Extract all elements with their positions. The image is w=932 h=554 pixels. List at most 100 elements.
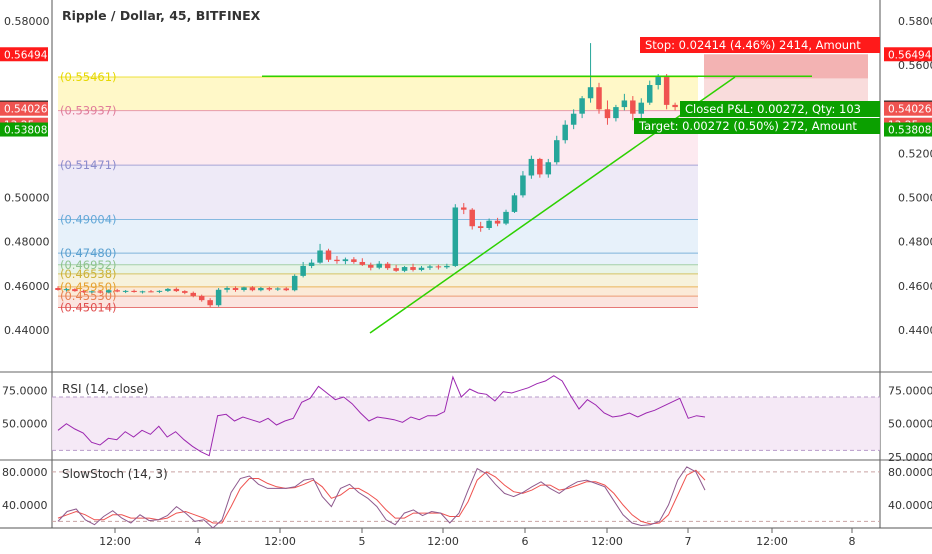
target-label-box[interactable] xyxy=(634,118,880,134)
candle-body xyxy=(351,259,357,262)
fib-level-label: (0.45530) xyxy=(60,289,117,303)
rsi-left-tick: 50.0000 xyxy=(2,418,48,431)
right-price-badge-label: 0.56494 xyxy=(888,49,932,61)
candle-body xyxy=(300,265,306,276)
right-price-badge-label: 0.53808 xyxy=(888,125,931,137)
candle-body xyxy=(156,290,163,292)
fib-level-label: (0.46952) xyxy=(60,258,117,272)
candle-body xyxy=(182,291,188,293)
fib-level-label: (0.49004) xyxy=(60,213,117,227)
candle-body xyxy=(283,288,289,291)
rsi-left-tick: 75.0000 xyxy=(2,384,48,397)
fib-zone xyxy=(58,165,698,220)
stochastic-pane[interactable]: SlowStoch (14, 3) 80.0000 40.0000 80.0000 40… xyxy=(2,466,932,529)
candle-body xyxy=(410,267,416,270)
target-label: Target: 0.00272 (0.50%) 272, Amount xyxy=(638,119,857,133)
left-price-badge xyxy=(0,122,48,137)
candle-body xyxy=(570,113,577,125)
candle-body xyxy=(646,85,653,103)
candle-body xyxy=(520,175,526,196)
candle-body xyxy=(663,76,670,105)
stoch-left-tick: 80.0000 xyxy=(2,466,48,479)
closed-pnl-label: Closed P&L: 0.00272, Qty: 103 xyxy=(685,102,861,116)
right-price-tick: 0.52000 xyxy=(898,147,932,160)
axes-layer: 0.580000.580000.560000.540000.520000.500… xyxy=(4,15,932,548)
candle-body xyxy=(469,209,475,227)
stoch-right-tick: 40.0000 xyxy=(888,499,932,512)
candle-body xyxy=(139,291,146,293)
closed-pnl-label-box[interactable] xyxy=(680,101,880,117)
candle-body xyxy=(672,104,678,108)
right-price-tick: 0.46000 xyxy=(898,280,932,293)
candle-body xyxy=(63,289,70,291)
time-tick-label: 5 xyxy=(359,535,366,548)
candle-body xyxy=(562,124,568,141)
candle-body xyxy=(97,291,104,293)
candle-body xyxy=(55,288,61,290)
time-tick-label: 7 xyxy=(685,535,692,548)
candle-body xyxy=(461,207,467,210)
fib-zone xyxy=(58,273,698,287)
candle-body xyxy=(401,267,408,271)
candle-body xyxy=(266,288,273,290)
stop-label: Stop: 0.02414 (4.46%) 2414, Amount xyxy=(645,38,861,52)
candle-body xyxy=(503,211,509,224)
candle-body xyxy=(165,288,171,291)
stoch-k-line xyxy=(57,466,706,529)
fib-zone xyxy=(58,77,698,111)
rsi-title: RSI (14, close) xyxy=(62,382,148,396)
candle-body xyxy=(131,290,137,292)
fib-zone xyxy=(58,110,698,166)
fib-level-label: (0.47480) xyxy=(60,246,117,260)
left-price-badge-label: 0.53808 xyxy=(4,125,47,137)
candle-body xyxy=(122,290,129,292)
right-price-badge-label: 0.54026 xyxy=(888,104,932,116)
time-tick-label: 12:00 xyxy=(756,535,788,548)
candle-body xyxy=(494,220,501,224)
candle-body xyxy=(596,87,602,110)
candle-body xyxy=(384,263,391,269)
time-tick-label: 4 xyxy=(195,535,202,548)
fib-zone xyxy=(58,296,698,308)
candle-body xyxy=(630,100,636,114)
candle-series xyxy=(55,43,695,308)
rsi-pane[interactable]: RSI (14, close) 75.0000 50.0000 25.0000 75.0… xyxy=(2,375,932,464)
stop-label-box[interactable] xyxy=(640,37,880,53)
rsi-right-tick: 75.0000 xyxy=(888,384,932,397)
right-price-tick: 0.48000 xyxy=(898,236,932,249)
right-price-tick: 0.50000 xyxy=(898,192,932,205)
rsi-band xyxy=(52,397,880,451)
candle-body xyxy=(275,288,281,290)
candle-body xyxy=(334,259,340,262)
rsi-line xyxy=(57,375,706,457)
candle-body xyxy=(638,102,645,114)
right-price-badge xyxy=(884,122,932,137)
candle-body xyxy=(89,291,95,293)
candle-body xyxy=(114,290,120,292)
candle-body xyxy=(393,268,399,271)
candle-body xyxy=(444,265,450,268)
left-price-tick: 0.44000 xyxy=(4,324,50,337)
fibonacci-retracement[interactable]: (0.55461) (0.53937) (0.51471) (0.49004) (0.4… xyxy=(58,70,698,315)
candle-body xyxy=(215,289,222,306)
stop-zone[interactable] xyxy=(704,54,868,79)
candle-body xyxy=(621,100,628,108)
left-price-badge-label: 0.56494 xyxy=(4,49,48,61)
fib-level-label: (0.46538) xyxy=(60,267,117,281)
candle-body xyxy=(427,266,433,268)
candle-body xyxy=(173,288,180,292)
candle-body xyxy=(604,109,611,119)
left-price-badge xyxy=(0,47,48,62)
candle-body xyxy=(190,292,197,296)
candle-body xyxy=(418,267,425,270)
time-tick-label: 12:00 xyxy=(591,535,623,548)
candle-body xyxy=(553,140,560,163)
rsi-right-tick: 50.0000 xyxy=(888,418,932,431)
candle-body xyxy=(80,291,87,293)
candle-body xyxy=(325,250,332,260)
stoch-right-tick: 80.0000 xyxy=(888,466,932,479)
candle-body xyxy=(72,289,78,292)
right-price-tick: 0.56000 xyxy=(898,59,932,72)
left-price-tick: 0.46000 xyxy=(4,280,50,293)
